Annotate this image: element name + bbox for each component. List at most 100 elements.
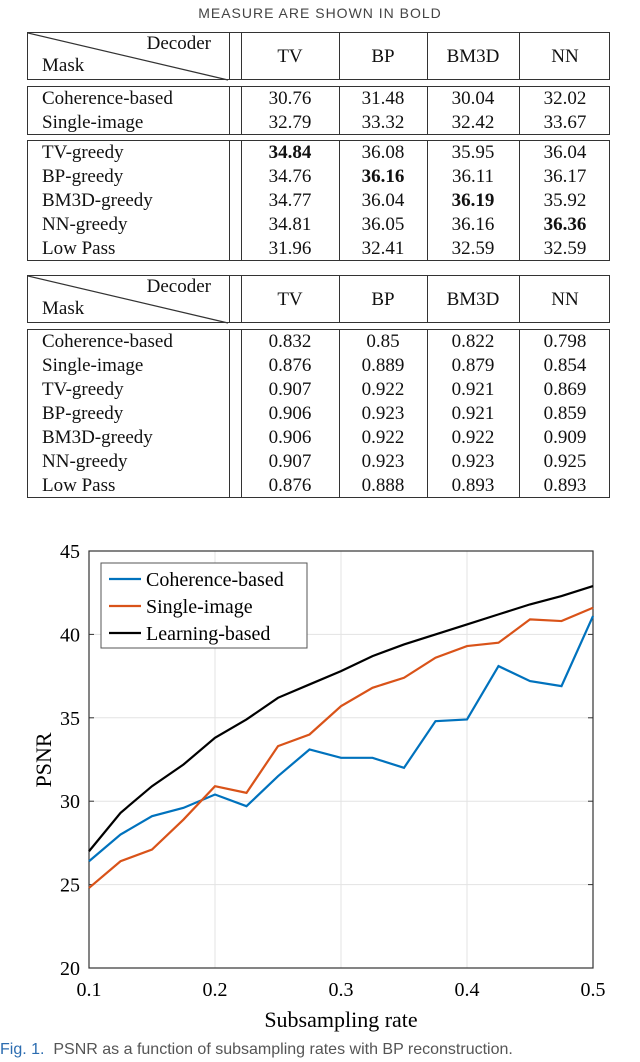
table-cell: 0.854 — [543, 355, 587, 376]
table-row: BP-greedy 0.906 0.923 0.921 0.859 — [28, 402, 609, 426]
x-axis-label: Subsampling rate — [264, 1007, 417, 1032]
table-cell: 0.922 — [451, 427, 495, 448]
table-row: Low Pass 0.876 0.888 0.893 0.893 — [28, 474, 609, 498]
table-cell: 0.922 — [361, 379, 405, 400]
table-cell: 0.832 — [268, 331, 312, 352]
y-tick-label: 40 — [60, 624, 80, 646]
table-cell: 0.85 — [366, 331, 400, 352]
table-cell: 0.859 — [543, 403, 587, 424]
y-tick-label: 35 — [60, 708, 80, 730]
table-cell: 0.879 — [451, 355, 495, 376]
mask-name: BP-greedy — [42, 403, 124, 424]
table-row: Single-image 0.876 0.889 0.879 0.854 — [28, 354, 609, 378]
table-cell: 0.921 — [451, 403, 495, 424]
mask-name: TV-greedy — [42, 379, 124, 400]
mask-name: Coherence-based — [42, 88, 173, 109]
column-header: TV — [277, 46, 303, 67]
table-cell: 0.921 — [451, 379, 495, 400]
table-cell: 0.869 — [543, 379, 587, 400]
table-row: NN-greedy 34.81 36.05 36.16 36.36 — [28, 213, 609, 237]
table-cell: 33.67 — [543, 112, 587, 133]
table-cell: 0.923 — [361, 403, 405, 424]
table-row: Coherence-based 30.76 31.48 30.04 32.02 — [28, 87, 609, 111]
plot-frame — [88, 550, 594, 969]
table-cell: 36.17 — [543, 166, 587, 187]
series-line-single-image — [88, 606, 594, 889]
figure-caption: Fig. 1. PSNR as a function of subsamplin… — [0, 1041, 513, 1059]
table-cell: 0.907 — [268, 451, 312, 472]
x-tick-label: 0.1 — [77, 979, 102, 1001]
mask-name: NN-greedy — [42, 214, 128, 235]
y-tick-label: 45 — [60, 541, 80, 563]
figure-label: Fig. 1. — [0, 1041, 45, 1058]
table-cell: 32.79 — [268, 112, 312, 133]
table-row: NN-greedy 0.907 0.923 0.923 0.925 — [28, 450, 609, 474]
table-cell: 36.16 — [361, 166, 405, 187]
table-cell: 0.889 — [361, 355, 405, 376]
table-cell: 36.11 — [451, 166, 495, 187]
table-row: TV-greedy 0.907 0.922 0.921 0.869 — [28, 378, 609, 402]
table-cell: 32.59 — [543, 238, 587, 259]
mask-name: BP-greedy — [42, 166, 124, 187]
column-header: BM3D — [446, 289, 500, 310]
table-cell: 0.876 — [268, 355, 312, 376]
table-cell: 36.04 — [361, 190, 405, 211]
mask-name: TV-greedy — [42, 142, 124, 163]
table-group: Coherence-based 30.76 31.48 30.04 32.02 Singl… — [27, 86, 610, 135]
column-header: NN — [551, 46, 579, 67]
table-row: Single-image 32.79 33.32 32.42 33.67 — [28, 111, 609, 135]
table-cell: 0.822 — [451, 331, 495, 352]
table-cell: 0.922 — [361, 427, 405, 448]
legend-entry: Single-image — [146, 596, 253, 618]
table-cell: 0.888 — [361, 475, 405, 496]
table-cell: 32.02 — [543, 88, 587, 109]
column-header: NN — [551, 289, 579, 310]
mask-name: BM3D-greedy — [42, 427, 153, 448]
table-cell: 36.16 — [451, 214, 495, 235]
mask-name: Low Pass — [42, 238, 116, 259]
x-tick-label: 0.4 — [455, 979, 480, 1001]
table-row: Coherence-based 0.832 0.85 0.822 0.798 — [28, 330, 609, 354]
table-row: Low Pass 31.96 32.41 32.59 32.59 — [28, 237, 609, 261]
y-tick-label: 30 — [60, 791, 80, 813]
mask-name: NN-greedy — [42, 451, 128, 472]
caption-text: PSNR as a function of subsampling rates … — [53, 1041, 513, 1058]
table-cell: 32.41 — [361, 238, 405, 259]
table-cell: 34.77 — [268, 190, 312, 211]
column-header: BP — [371, 289, 395, 310]
table-cell: 30.04 — [451, 88, 495, 109]
column-header: BM3D — [446, 46, 500, 67]
table-cell: 34.84 — [268, 142, 312, 163]
table-cell: 35.92 — [543, 190, 587, 211]
y-axis-label: PSNR — [31, 732, 56, 787]
table-cell: 30.76 — [268, 88, 312, 109]
table-cell: 36.04 — [543, 142, 587, 163]
table-header: Decoder Mask TV BP BM3D NN — [27, 275, 610, 324]
table-cell: 0.876 — [268, 475, 312, 496]
table-cell: 36.05 — [361, 214, 405, 235]
mask-name: Single-image — [42, 355, 144, 376]
table-cell: 0.906 — [268, 403, 312, 424]
table-cell: 0.909 — [543, 427, 587, 448]
table-cell: 0.893 — [451, 475, 495, 496]
table-row: BM3D-greedy 0.906 0.922 0.922 0.909 — [28, 426, 609, 450]
table-group: TV-greedy 34.84 36.08 35.95 36.04 BP-greedy 34… — [27, 140, 610, 261]
diagonal-divider — [28, 33, 229, 81]
table-cell: 0.923 — [451, 451, 495, 472]
table-caption-fragment: MEASURE ARE SHOWN IN BOLD — [198, 5, 442, 21]
column-header: BP — [371, 46, 395, 67]
y-tick-label: 25 — [60, 875, 80, 897]
table-cell: 33.32 — [361, 112, 405, 133]
table-cell: 34.76 — [268, 166, 312, 187]
legend-entry: Learning-based — [146, 623, 270, 645]
table-cell: 0.798 — [543, 331, 587, 352]
table-group: Coherence-based 0.832 0.85 0.822 0.798 Single… — [27, 329, 610, 498]
table-cell: 0.893 — [543, 475, 587, 496]
table-cell: 0.925 — [543, 451, 587, 472]
table-cell: 36.19 — [451, 190, 495, 211]
y-tick-label: 20 — [60, 958, 80, 980]
table-row: BP-greedy 34.76 36.16 36.11 36.17 — [28, 165, 609, 189]
table-cell: 0.923 — [361, 451, 405, 472]
series-line-learning-based — [88, 584, 594, 852]
column-header: TV — [277, 289, 303, 310]
